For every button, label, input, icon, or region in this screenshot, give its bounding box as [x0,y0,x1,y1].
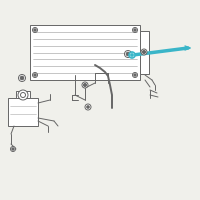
Circle shape [132,72,138,77]
Circle shape [134,74,136,76]
Bar [16,91,30,98]
Circle shape [141,49,147,55]
Circle shape [132,27,138,32]
Circle shape [126,52,130,56]
Circle shape [12,148,14,150]
Circle shape [85,104,91,110]
Circle shape [20,76,24,80]
Circle shape [21,92,26,98]
Circle shape [142,50,146,53]
Circle shape [10,146,16,152]
Bar [140,31,149,74]
Circle shape [18,74,26,82]
Circle shape [134,29,136,31]
Circle shape [34,29,36,31]
Circle shape [124,50,132,58]
Circle shape [32,72,38,77]
Circle shape [86,106,90,108]
Circle shape [84,84,86,86]
Bar [30,25,140,80]
Circle shape [82,82,88,88]
Circle shape [129,52,135,58]
Circle shape [32,27,38,32]
Circle shape [34,74,36,76]
Circle shape [130,53,134,56]
Bar [8,98,38,126]
Circle shape [18,90,28,100]
